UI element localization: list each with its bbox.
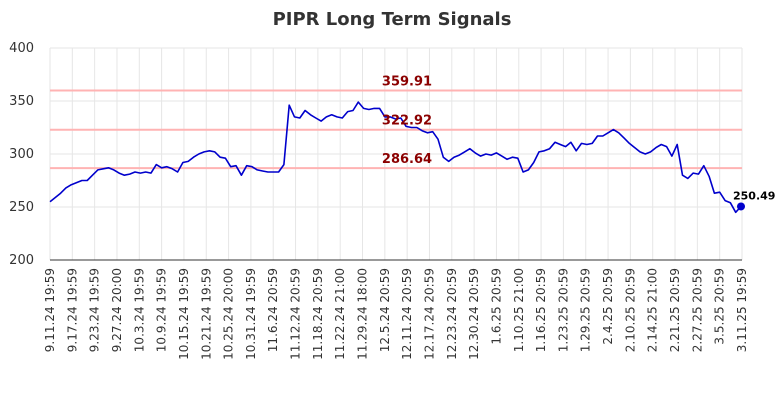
x-tick-label: 12.11.24 20:59 <box>400 268 414 360</box>
x-tick-label: 12.5.24 20:59 <box>378 268 392 352</box>
signal-levels <box>50 89 742 170</box>
x-tick-label: 1.6.25 20:59 <box>489 268 503 345</box>
x-tick-label: 12.30.24 20:59 <box>467 268 481 360</box>
x-tick-label: 12.17.24 20:59 <box>422 268 436 360</box>
y-tick-label: 200 <box>9 253 34 268</box>
y-tick-label: 400 <box>9 41 34 56</box>
x-tick-label: 2.27.25 20:59 <box>690 268 704 352</box>
x-tick-label: 1.29.25 20:59 <box>579 268 593 352</box>
x-tick-label: 9.27.24 20:00 <box>110 268 124 352</box>
x-tick-label: 9.11.24 19:59 <box>43 268 57 352</box>
last-value-label: 250.49 <box>733 189 775 202</box>
last-value-marker <box>737 202 745 211</box>
x-tick-label: 11.12.24 20:59 <box>289 268 303 360</box>
x-tick-label: 3.5.25 20:59 <box>713 268 727 345</box>
x-tick-label: 9.23.24 19:59 <box>88 268 102 352</box>
x-tick-label: 9.17.24 19:59 <box>65 268 79 352</box>
x-tick-label: 1.23.25 20:59 <box>556 268 570 352</box>
price-line <box>49 101 742 214</box>
x-tick-label: 3.11.25 19:59 <box>735 268 749 352</box>
x-tick-label: 1.16.25 20:59 <box>534 268 548 352</box>
x-tick-label: 12.23.24 20:59 <box>445 268 459 360</box>
x-tick-label: 10.15.24 19:59 <box>177 268 191 360</box>
labels: 359.91 322.92 286.64 250.49 <box>382 74 776 202</box>
x-tick-label: 2.10.25 20:59 <box>623 268 637 352</box>
x-tick-label: 10.21.24 19:59 <box>199 268 213 360</box>
x-tick-label: 10.3.24 19:59 <box>132 268 146 352</box>
series <box>49 101 745 214</box>
x-tick-label: 11.29.24 18:00 <box>356 268 370 360</box>
x-tick-label: 2.14.25 21:00 <box>646 268 660 352</box>
x-tick-label: 1.10.25 21:00 <box>512 268 526 352</box>
x-tick-label: 10.9.24 19:59 <box>155 268 169 352</box>
y-tick-label: 350 <box>9 94 34 109</box>
y-tick-label: 300 <box>9 147 34 162</box>
axes: 200 250 300 350 400 9.11.24 19:59 9.17.24 19:5… <box>9 41 749 360</box>
level-label: 322.92 <box>382 114 432 129</box>
chart-title: PIPR Long Term Signals <box>273 9 512 30</box>
x-tick-label: 11.18.24 20:59 <box>311 268 325 360</box>
x-tick-label: 2.4.25 20:59 <box>601 268 615 345</box>
level-label: 359.91 <box>382 74 432 89</box>
x-tick-label: 11.6.24 20:59 <box>266 268 280 352</box>
x-tick-label: 2.21.25 20:59 <box>668 268 682 352</box>
y-tick-label: 250 <box>9 200 34 215</box>
x-tick-label: 11.22.24 21:00 <box>333 268 347 360</box>
level-label: 286.64 <box>382 152 432 167</box>
x-tick-label: 10.31.24 19:59 <box>244 268 258 360</box>
x-tick-label: 10.25.24 20:00 <box>222 268 236 360</box>
grid <box>49 47 743 261</box>
